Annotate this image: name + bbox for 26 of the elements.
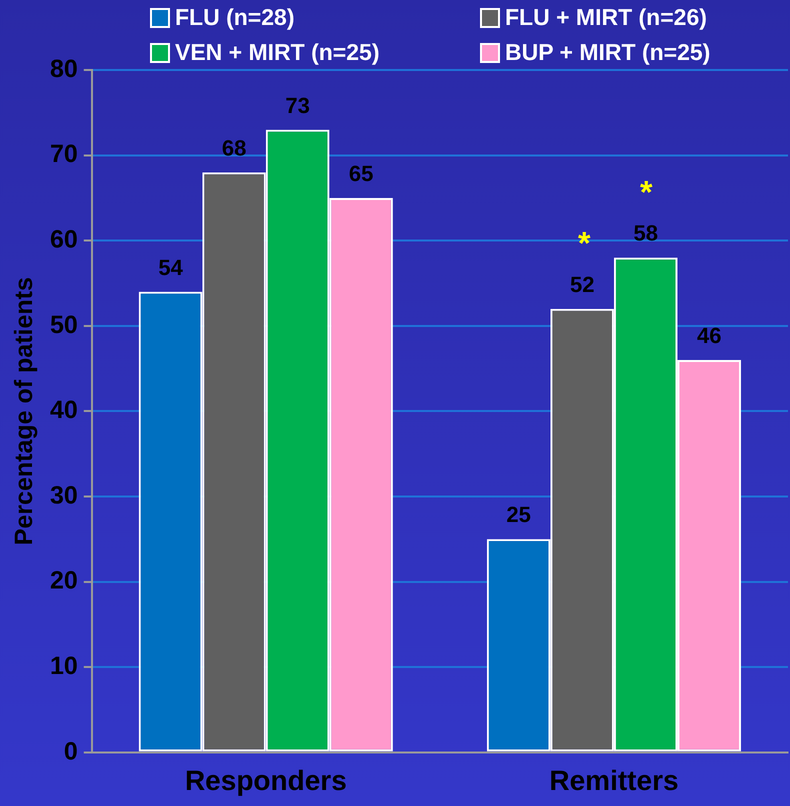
y-tick-label: 0 [64, 737, 78, 766]
data-label: 54 [158, 254, 184, 280]
y-tick-label: 10 [50, 652, 78, 680]
legend-label: BUP + MIRT (n=25) [505, 39, 710, 66]
annotation: * [640, 174, 652, 210]
data-label: 73 [285, 92, 310, 118]
x-tick-label: Remitters [549, 764, 679, 796]
y-tick-label: 80 [50, 54, 78, 83]
data-label: 25 [506, 502, 531, 528]
y-tick-label: 40 [50, 396, 78, 424]
legend-label: FLU (n=28) [175, 4, 294, 31]
x-tick-label: Responders [184, 764, 347, 796]
data-label: 68 [222, 135, 246, 160]
legend-label: FLU + MIRT (n=26) [505, 4, 707, 31]
y-tick-label: 30 [50, 481, 78, 510]
y-tick-label: 70 [50, 140, 78, 168]
legend-label: VEN + MIRT (n=25) [175, 39, 380, 66]
data-label: 52 [570, 272, 594, 297]
data-label: 46 [697, 323, 722, 348]
y-tick-label: 20 [50, 566, 78, 595]
data-label: 65 [348, 161, 374, 186]
y-tick-label: 60 [50, 225, 78, 254]
y-axis-title: Percentage of patients [10, 277, 38, 546]
y-tick-label: 50 [50, 310, 78, 339]
annotation: * [578, 225, 590, 261]
data-label: 58 [633, 220, 658, 246]
